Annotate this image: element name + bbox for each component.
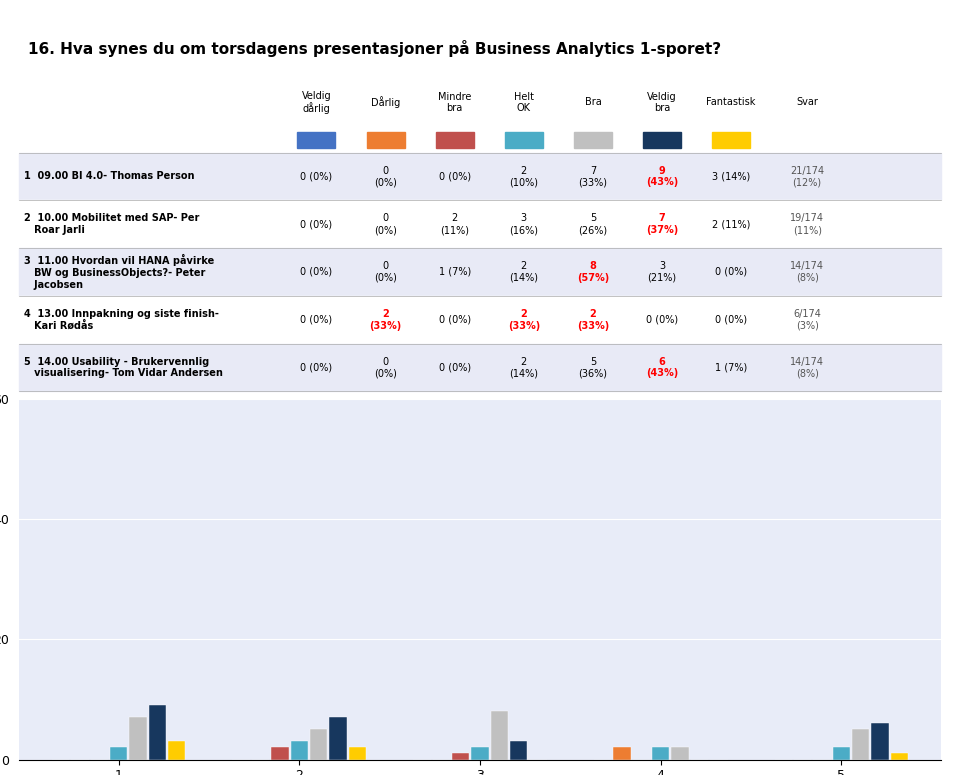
Text: 2
(14%): 2 (14%) (509, 261, 539, 283)
Text: 2
(11%): 2 (11%) (440, 213, 469, 235)
Bar (832, 747, 851, 760)
Text: 0 (0%): 0 (0%) (439, 363, 470, 373)
Text: 9
(43%): 9 (43%) (646, 166, 678, 188)
Text: 21/174
(12%): 21/174 (12%) (790, 166, 825, 188)
Text: 16. Hva synes du om torsdagens presentasjoner på Business Analytics 1-sporet?: 16. Hva synes du om torsdagens presentas… (29, 40, 722, 57)
Text: 3 (14%): 3 (14%) (712, 171, 751, 181)
Text: 14/174
(8%): 14/174 (8%) (790, 261, 825, 283)
Text: 0 (0%): 0 (0%) (300, 267, 332, 277)
Bar (367, 132, 404, 147)
Text: 5
(36%): 5 (36%) (578, 356, 608, 378)
Bar (19, 153, 941, 201)
Bar (872, 723, 889, 760)
Text: 3  11.00 Hvordan vil HANA påvirke
   BW og BusinessObjects?- Peter
   Jacobsen: 3 11.00 Hvordan vil HANA påvirke BW og B… (24, 254, 214, 290)
Text: Veldig
dårlig: Veldig dårlig (301, 91, 331, 115)
Bar (19, 201, 941, 248)
Bar (712, 132, 750, 147)
Text: 0
(0%): 0 (0%) (374, 356, 397, 378)
Bar (510, 742, 527, 760)
Text: 14/174
(8%): 14/174 (8%) (790, 356, 825, 378)
Text: 0 (0%): 0 (0%) (715, 315, 747, 325)
Text: 0 (0%): 0 (0%) (439, 315, 470, 325)
Bar (19, 343, 941, 391)
Bar (291, 742, 308, 760)
Bar (891, 753, 908, 760)
Bar (852, 729, 870, 760)
Bar (436, 132, 473, 147)
Text: Dårlig: Dårlig (371, 97, 400, 109)
Bar (643, 132, 681, 147)
Text: 0 (0%): 0 (0%) (300, 315, 332, 325)
Text: Fantastisk: Fantastisk (707, 98, 756, 108)
Bar (348, 747, 366, 760)
Text: 2
(10%): 2 (10%) (509, 166, 539, 188)
Text: 0
(0%): 0 (0%) (374, 213, 397, 235)
Text: 0 (0%): 0 (0%) (439, 171, 470, 181)
Bar (130, 718, 147, 760)
Text: 0 (0%): 0 (0%) (715, 267, 747, 277)
Text: 6/174
(3%): 6/174 (3%) (793, 309, 821, 331)
Bar (168, 742, 185, 760)
Text: Helt
OK: Helt OK (514, 91, 534, 113)
Text: 1 (7%): 1 (7%) (715, 363, 747, 373)
Bar (471, 747, 489, 760)
Text: 3
(21%): 3 (21%) (647, 261, 677, 283)
Bar (505, 132, 542, 147)
Text: 5  14.00 Usability - Brukervennlig
   visualisering- Tom Vidar Andersen: 5 14.00 Usability - Brukervennlig visual… (24, 356, 223, 378)
Bar (298, 132, 335, 147)
Text: 2
(14%): 2 (14%) (509, 356, 539, 378)
Text: 0
(0%): 0 (0%) (374, 261, 397, 283)
Bar (329, 718, 347, 760)
Bar (149, 705, 166, 760)
Text: 2
(33%): 2 (33%) (508, 309, 540, 331)
Text: 7
(33%): 7 (33%) (578, 166, 608, 188)
Bar (109, 747, 128, 760)
Text: Mindre
bra: Mindre bra (438, 91, 471, 113)
Text: 5
(26%): 5 (26%) (578, 213, 608, 235)
Bar (19, 296, 941, 343)
Text: 3
(16%): 3 (16%) (509, 213, 539, 235)
Text: Svar: Svar (796, 98, 818, 108)
Text: 1 (7%): 1 (7%) (439, 267, 470, 277)
Bar (491, 711, 508, 760)
Text: 2
(33%): 2 (33%) (577, 309, 609, 331)
Text: 0 (0%): 0 (0%) (300, 171, 332, 181)
Text: Veldig
bra: Veldig bra (647, 91, 677, 113)
Text: 19/174
(11%): 19/174 (11%) (790, 213, 825, 235)
Bar (574, 132, 612, 147)
Text: 1  09.00 BI 4.0- Thomas Person: 1 09.00 BI 4.0- Thomas Person (24, 171, 194, 181)
Bar (613, 747, 631, 760)
Text: 8
(57%): 8 (57%) (577, 261, 609, 283)
Text: 2  10.00 Mobilitet med SAP- Per
   Roar Jarli: 2 10.00 Mobilitet med SAP- Per Roar Jarl… (24, 213, 199, 235)
Bar (671, 747, 688, 760)
Bar (19, 248, 941, 296)
Bar (452, 753, 469, 760)
Bar (310, 729, 327, 760)
Text: 0 (0%): 0 (0%) (300, 363, 332, 373)
Text: 4  13.00 Innpakning og siste finish-
   Kari Rødås: 4 13.00 Innpakning og siste finish- Kari… (24, 308, 219, 331)
Bar (652, 747, 669, 760)
Text: 0 (0%): 0 (0%) (646, 315, 678, 325)
Text: 2
(33%): 2 (33%) (370, 309, 401, 331)
Text: 2 (11%): 2 (11%) (712, 219, 751, 229)
Text: 0
(0%): 0 (0%) (374, 166, 397, 188)
Text: 6
(43%): 6 (43%) (646, 356, 678, 378)
Text: 7
(37%): 7 (37%) (646, 213, 678, 235)
Bar (272, 747, 289, 760)
Text: Bra: Bra (585, 98, 601, 108)
Text: 0 (0%): 0 (0%) (300, 219, 332, 229)
